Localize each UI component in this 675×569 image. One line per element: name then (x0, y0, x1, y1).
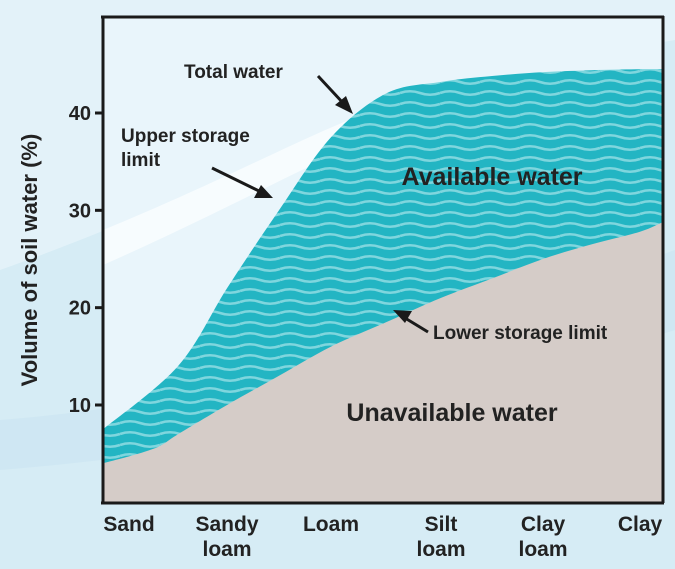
x-category-label-line2: loam (416, 538, 465, 561)
x-category-label: Clay (521, 513, 566, 536)
x-category-label: Clay (618, 513, 663, 536)
y-tick-label: 20 (69, 298, 91, 320)
upper-limit-label-line2: limit (121, 150, 161, 171)
lower-limit-arrowhead (393, 310, 412, 323)
x-category-label: Sand (103, 513, 154, 536)
upper-limit-arrowhead (254, 185, 273, 198)
y-tick-label: 40 (69, 103, 91, 125)
x-category-label: Loam (303, 513, 359, 536)
x-category-label: Silt (425, 513, 458, 536)
total-water-arrowhead (335, 96, 353, 114)
x-category-label-line2: loam (202, 538, 251, 561)
total-water-label: Total water (184, 62, 283, 83)
y-tick-label: 30 (69, 200, 91, 222)
unavailable-water-area (103, 222, 663, 502)
lower-limit-arrow (404, 316, 429, 334)
upper-limit-label-line1: Upper storage (121, 126, 250, 147)
upper-limit-arrow (211, 166, 262, 194)
x-category-label: Sandy (195, 513, 258, 536)
unavailable-water-label: Unavailable water (346, 399, 557, 427)
y-axis-label: Volume of soil water (%) (17, 134, 42, 387)
available-water-label: Available water (401, 163, 582, 191)
y-tick-label: 10 (69, 395, 91, 417)
total-water-arrow (316, 74, 346, 106)
x-category-label-line2: loam (518, 538, 567, 561)
lower-limit-label: Lower storage limit (433, 323, 608, 344)
